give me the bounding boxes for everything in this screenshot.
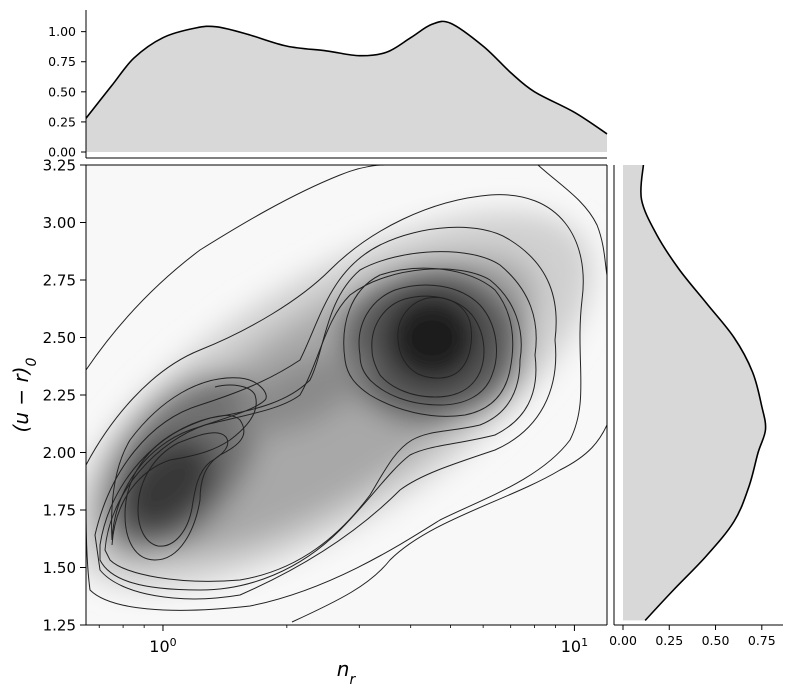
top-marginal-y-tick-label: 0.50 (48, 84, 76, 99)
contour-lines (86, 165, 607, 623)
x-tick-label: 101 (561, 636, 588, 657)
y-tick-label: 2.50 (43, 329, 76, 347)
right-marginal: 0.00 0.25 0.50 0.75 (609, 164, 783, 648)
right-marginal-x-tick-label: 0.50 (702, 633, 730, 648)
main-plot: 100 101 1.25 1.50 1.75 2.00 2.25 2.50 2.75 3.00 3… (9, 157, 608, 688)
y-tick-label: 1.50 (43, 559, 76, 577)
contour-line-6c (111, 384, 257, 546)
contour-line-6b (343, 267, 514, 417)
y-tick-label: 2.00 (43, 444, 76, 462)
contour-line-6 (111, 377, 267, 541)
main-x-ticks: 100 101 (98, 625, 588, 657)
contour-line-1 (86, 165, 386, 371)
density-image (86, 165, 607, 623)
contour-line-3 (94, 226, 557, 600)
top-marginal-fill (86, 21, 607, 153)
right-marginal-fill (623, 165, 766, 621)
y-tick-label: 3.25 (43, 157, 76, 175)
top-marginal: 0.00 0.25 0.50 0.75 1.00 (48, 10, 608, 160)
top-marginal-y-tick-label: 0.75 (48, 54, 76, 69)
y-tick-label: 2.75 (43, 272, 76, 290)
y-tick-label: 1.25 (43, 617, 76, 635)
right-marginal-curve (640, 164, 767, 621)
contour-line-1c (291, 424, 607, 623)
top-marginal-y-tick-label: 0.25 (48, 114, 76, 129)
top-marginal-y-tick-label: 0.00 (48, 145, 76, 160)
y-tick-label: 3.00 (43, 214, 76, 232)
top-marginal-curve (85, 20, 608, 135)
right-marginal-x-tick-label: 0.00 (609, 633, 637, 648)
contour-line-4 (99, 251, 537, 591)
contour-line-1b (537, 165, 607, 276)
top-marginal-y-tick-label: 1.00 (48, 24, 76, 39)
right-marginal-x-ticks: 0.00 0.25 0.50 0.75 (609, 625, 776, 648)
top-marginal-y-ticks: 0.00 0.25 0.50 0.75 1.00 (48, 24, 86, 160)
x-tick-label: 100 (149, 636, 176, 657)
contour-line-9 (397, 296, 473, 379)
y-tick-label: 2.25 (43, 387, 76, 405)
contour-line-7b (358, 284, 497, 406)
right-marginal-x-tick-label: 0.75 (748, 633, 776, 648)
main-y-ticks: 1.25 1.50 1.75 2.00 2.25 2.50 2.75 3.00 3.25 (43, 157, 86, 635)
contour-line-2 (86, 194, 584, 611)
x-axis-label: nr (337, 657, 357, 688)
y-tick-label: 1.75 (43, 502, 76, 520)
y-axis-label: (u − r)0 (9, 357, 40, 432)
contour-line-5 (104, 268, 522, 582)
density-core-right (384, 292, 480, 384)
right-marginal-x-tick-label: 0.25 (655, 633, 683, 648)
contour-line-8b (371, 295, 485, 398)
contour-line-8 (137, 432, 229, 547)
